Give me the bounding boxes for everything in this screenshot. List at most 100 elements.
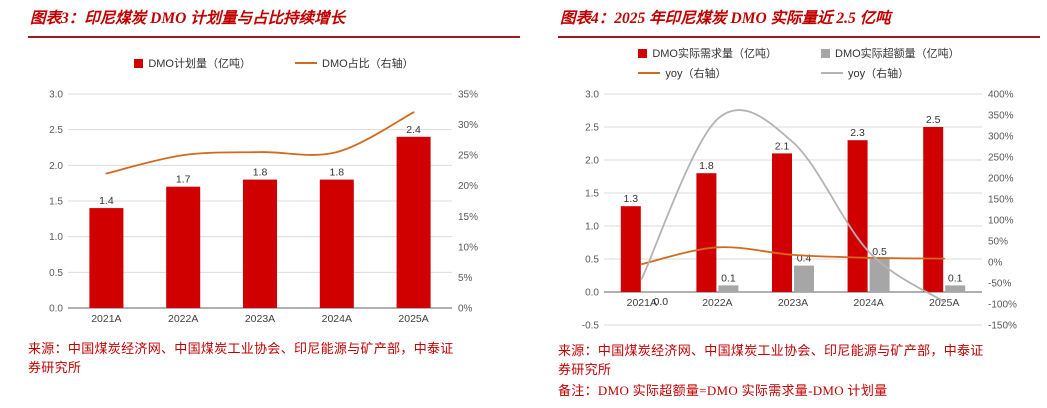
svg-text:1.7: 1.7 [176, 174, 191, 186]
left-axis-labels: -0.5 0.0 0.5 1.0 1.5 2.0 2.5 3.0 [582, 90, 600, 332]
legend-label: yoy（右轴） [665, 68, 727, 80]
figure4-source: 来源：中国煤炭经济网、中国煤炭工业协会、印尼能源与矿产部，中泰证券研究所 [558, 343, 984, 377]
figure4-legend: DMO实际需求量（亿吨） DMO实际超额量（亿吨） yoy（右轴） yoy（右轴） [558, 46, 1040, 80]
svg-text:5%: 5% [458, 273, 473, 284]
svg-text:1.5: 1.5 [49, 197, 63, 208]
svg-text:-150%: -150% [988, 321, 1017, 332]
bar-series-dmo-plan [89, 136, 431, 308]
svg-text:2.5: 2.5 [49, 125, 63, 136]
legend-line-swatch-icon [295, 62, 317, 64]
category-labels: 2021A 2022A 2023A 2024A 2025A [627, 297, 960, 309]
svg-text:350%: 350% [988, 111, 1014, 122]
legend-line-swatch-icon [638, 72, 661, 74]
figure3-title: 图表3：印尼煤炭 DMO 计划量与占比持续增长 [28, 8, 520, 38]
svg-text:1.8: 1.8 [253, 167, 268, 179]
svg-text:20%: 20% [458, 181, 478, 192]
svg-text:2.5: 2.5 [585, 123, 599, 134]
legend-label: DMO实际超额量（亿吨） [835, 48, 960, 60]
svg-text:10%: 10% [458, 242, 478, 253]
svg-text:2021A: 2021A [91, 313, 121, 325]
svg-text:2.4: 2.4 [406, 124, 421, 136]
svg-text:50%: 50% [988, 237, 1008, 248]
svg-text:1.8: 1.8 [329, 167, 344, 179]
svg-text:2022A: 2022A [168, 313, 198, 325]
legend-item-dmo-plan: DMO计划量（亿吨） [134, 55, 251, 71]
svg-text:2025A: 2025A [929, 297, 959, 309]
figure4-note: 备注：DMO 实际超额量=DMO 实际需求量-DMO 计划量 [558, 382, 888, 398]
legend-line-swatch-icon [821, 72, 843, 74]
bar-labels-dmo-actual-demand: 1.3 1.8 2.1 2.3 2.5 [623, 114, 940, 205]
svg-text:200%: 200% [988, 174, 1014, 185]
svg-text:2025A: 2025A [398, 313, 428, 325]
svg-text:2023A: 2023A [778, 297, 808, 309]
svg-text:2.0: 2.0 [585, 156, 599, 167]
legend-label: DMO实际需求量（亿吨） [652, 48, 777, 60]
svg-text:0.0: 0.0 [585, 288, 599, 299]
legend-label: yoy（右轴） [848, 68, 910, 80]
svg-text:0.5: 0.5 [872, 246, 887, 258]
svg-text:1.0: 1.0 [585, 222, 599, 233]
svg-text:1.8: 1.8 [699, 160, 714, 172]
svg-text:2021A: 2021A [627, 297, 657, 309]
svg-text:2024A: 2024A [322, 313, 352, 325]
svg-text:2023A: 2023A [245, 313, 275, 325]
svg-text:3.0: 3.0 [585, 90, 599, 101]
svg-text:1.0: 1.0 [49, 232, 63, 243]
legend-item-dmo-actual-demand: DMO实际需求量（亿吨） [638, 45, 777, 61]
svg-text:0.1: 0.1 [721, 272, 736, 284]
svg-text:100%: 100% [988, 216, 1014, 227]
figure4-panel: 图表4：2025 年印尼煤炭 DMO 实际量近 2.5 亿吨 DMO实际需求量（… [558, 8, 1040, 401]
bar-series-dmo-excess [718, 259, 966, 292]
legend-item-dmo-actual-demand-yoy: yoy（右轴） [638, 65, 777, 81]
figure3-source: 来源：中国煤炭经济网、中国煤炭工业协会、印尼能源与矿产部，中泰证券研究所 [28, 341, 454, 375]
legend-label: DMO占比（右轴） [322, 58, 414, 70]
svg-text:150%: 150% [988, 195, 1014, 206]
svg-text:2.1: 2.1 [775, 140, 790, 152]
svg-text:-50%: -50% [988, 279, 1011, 290]
svg-text:2024A: 2024A [853, 297, 883, 309]
figure3-chart: 0.0 0.5 1.0 1.5 2.0 2.5 3.0 0% 5% 10% 15% 20% 25% 30%… [49, 90, 478, 326]
line-series-dmo-excess-yoy [640, 109, 946, 303]
bar-labels-dmo-excess: 0.00.10.40.50.1 [653, 246, 962, 308]
svg-text:1.4: 1.4 [99, 195, 114, 207]
svg-text:25%: 25% [458, 151, 478, 162]
legend-bar-swatch-icon [134, 58, 144, 68]
svg-text:0.1: 0.1 [948, 272, 963, 284]
svg-text:2.0: 2.0 [49, 161, 63, 172]
left-axis-labels: 0.0 0.5 1.0 1.5 2.0 2.5 3.0 [49, 90, 63, 315]
figure4-title: 图表4：2025 年印尼煤炭 DMO 实际量近 2.5 亿吨 [558, 8, 1040, 38]
bar-labels-dmo-plan: 1.4 1.7 1.8 1.8 2.4 [99, 124, 421, 207]
svg-text:1.5: 1.5 [585, 189, 599, 200]
svg-text:30%: 30% [458, 120, 478, 131]
category-labels: 2021A 2022A 2023A 2024A 2025A [91, 313, 429, 325]
svg-text:3.0: 3.0 [49, 90, 63, 101]
svg-text:2022A: 2022A [702, 297, 732, 309]
svg-text:0.0: 0.0 [653, 296, 668, 308]
svg-text:35%: 35% [458, 90, 478, 101]
figure4-chart: -0.5 0.0 0.5 1.0 1.5 2.0 2.5 3.0 -150% -100% -50% 0… [582, 90, 1017, 332]
svg-text:250%: 250% [988, 153, 1014, 164]
legend-bar-swatch-icon [821, 48, 830, 58]
svg-text:-0.5: -0.5 [582, 321, 600, 332]
legend-item-dmo-share: DMO占比（右轴） [295, 55, 414, 71]
svg-text:2.3: 2.3 [850, 127, 865, 139]
svg-text:-100%: -100% [988, 300, 1017, 311]
svg-text:0%: 0% [458, 304, 473, 315]
svg-text:0%: 0% [988, 258, 1003, 269]
legend-item-dmo-excess: DMO实际超额量（亿吨） [821, 45, 960, 61]
svg-text:300%: 300% [988, 132, 1014, 143]
svg-text:15%: 15% [458, 212, 478, 223]
svg-text:400%: 400% [988, 90, 1014, 101]
svg-text:0.5: 0.5 [49, 268, 63, 279]
svg-text:1.3: 1.3 [623, 193, 638, 205]
svg-text:0.0: 0.0 [49, 304, 63, 315]
bar-series-dmo-actual-demand [620, 127, 944, 292]
legend-label: DMO计划量（亿吨） [148, 58, 251, 70]
figure3-legend: DMO计划量（亿吨） DMO占比（右轴） [28, 46, 520, 80]
line-series-dmo-actual-demand-yoy [640, 246, 946, 265]
legend-item-dmo-excess-yoy: yoy（右轴） [821, 65, 960, 81]
svg-text:2.5: 2.5 [926, 114, 941, 126]
svg-text:0.5: 0.5 [585, 255, 599, 266]
right-axis-labels: 0% 5% 10% 15% 20% 25% 30% 35% [458, 90, 478, 315]
